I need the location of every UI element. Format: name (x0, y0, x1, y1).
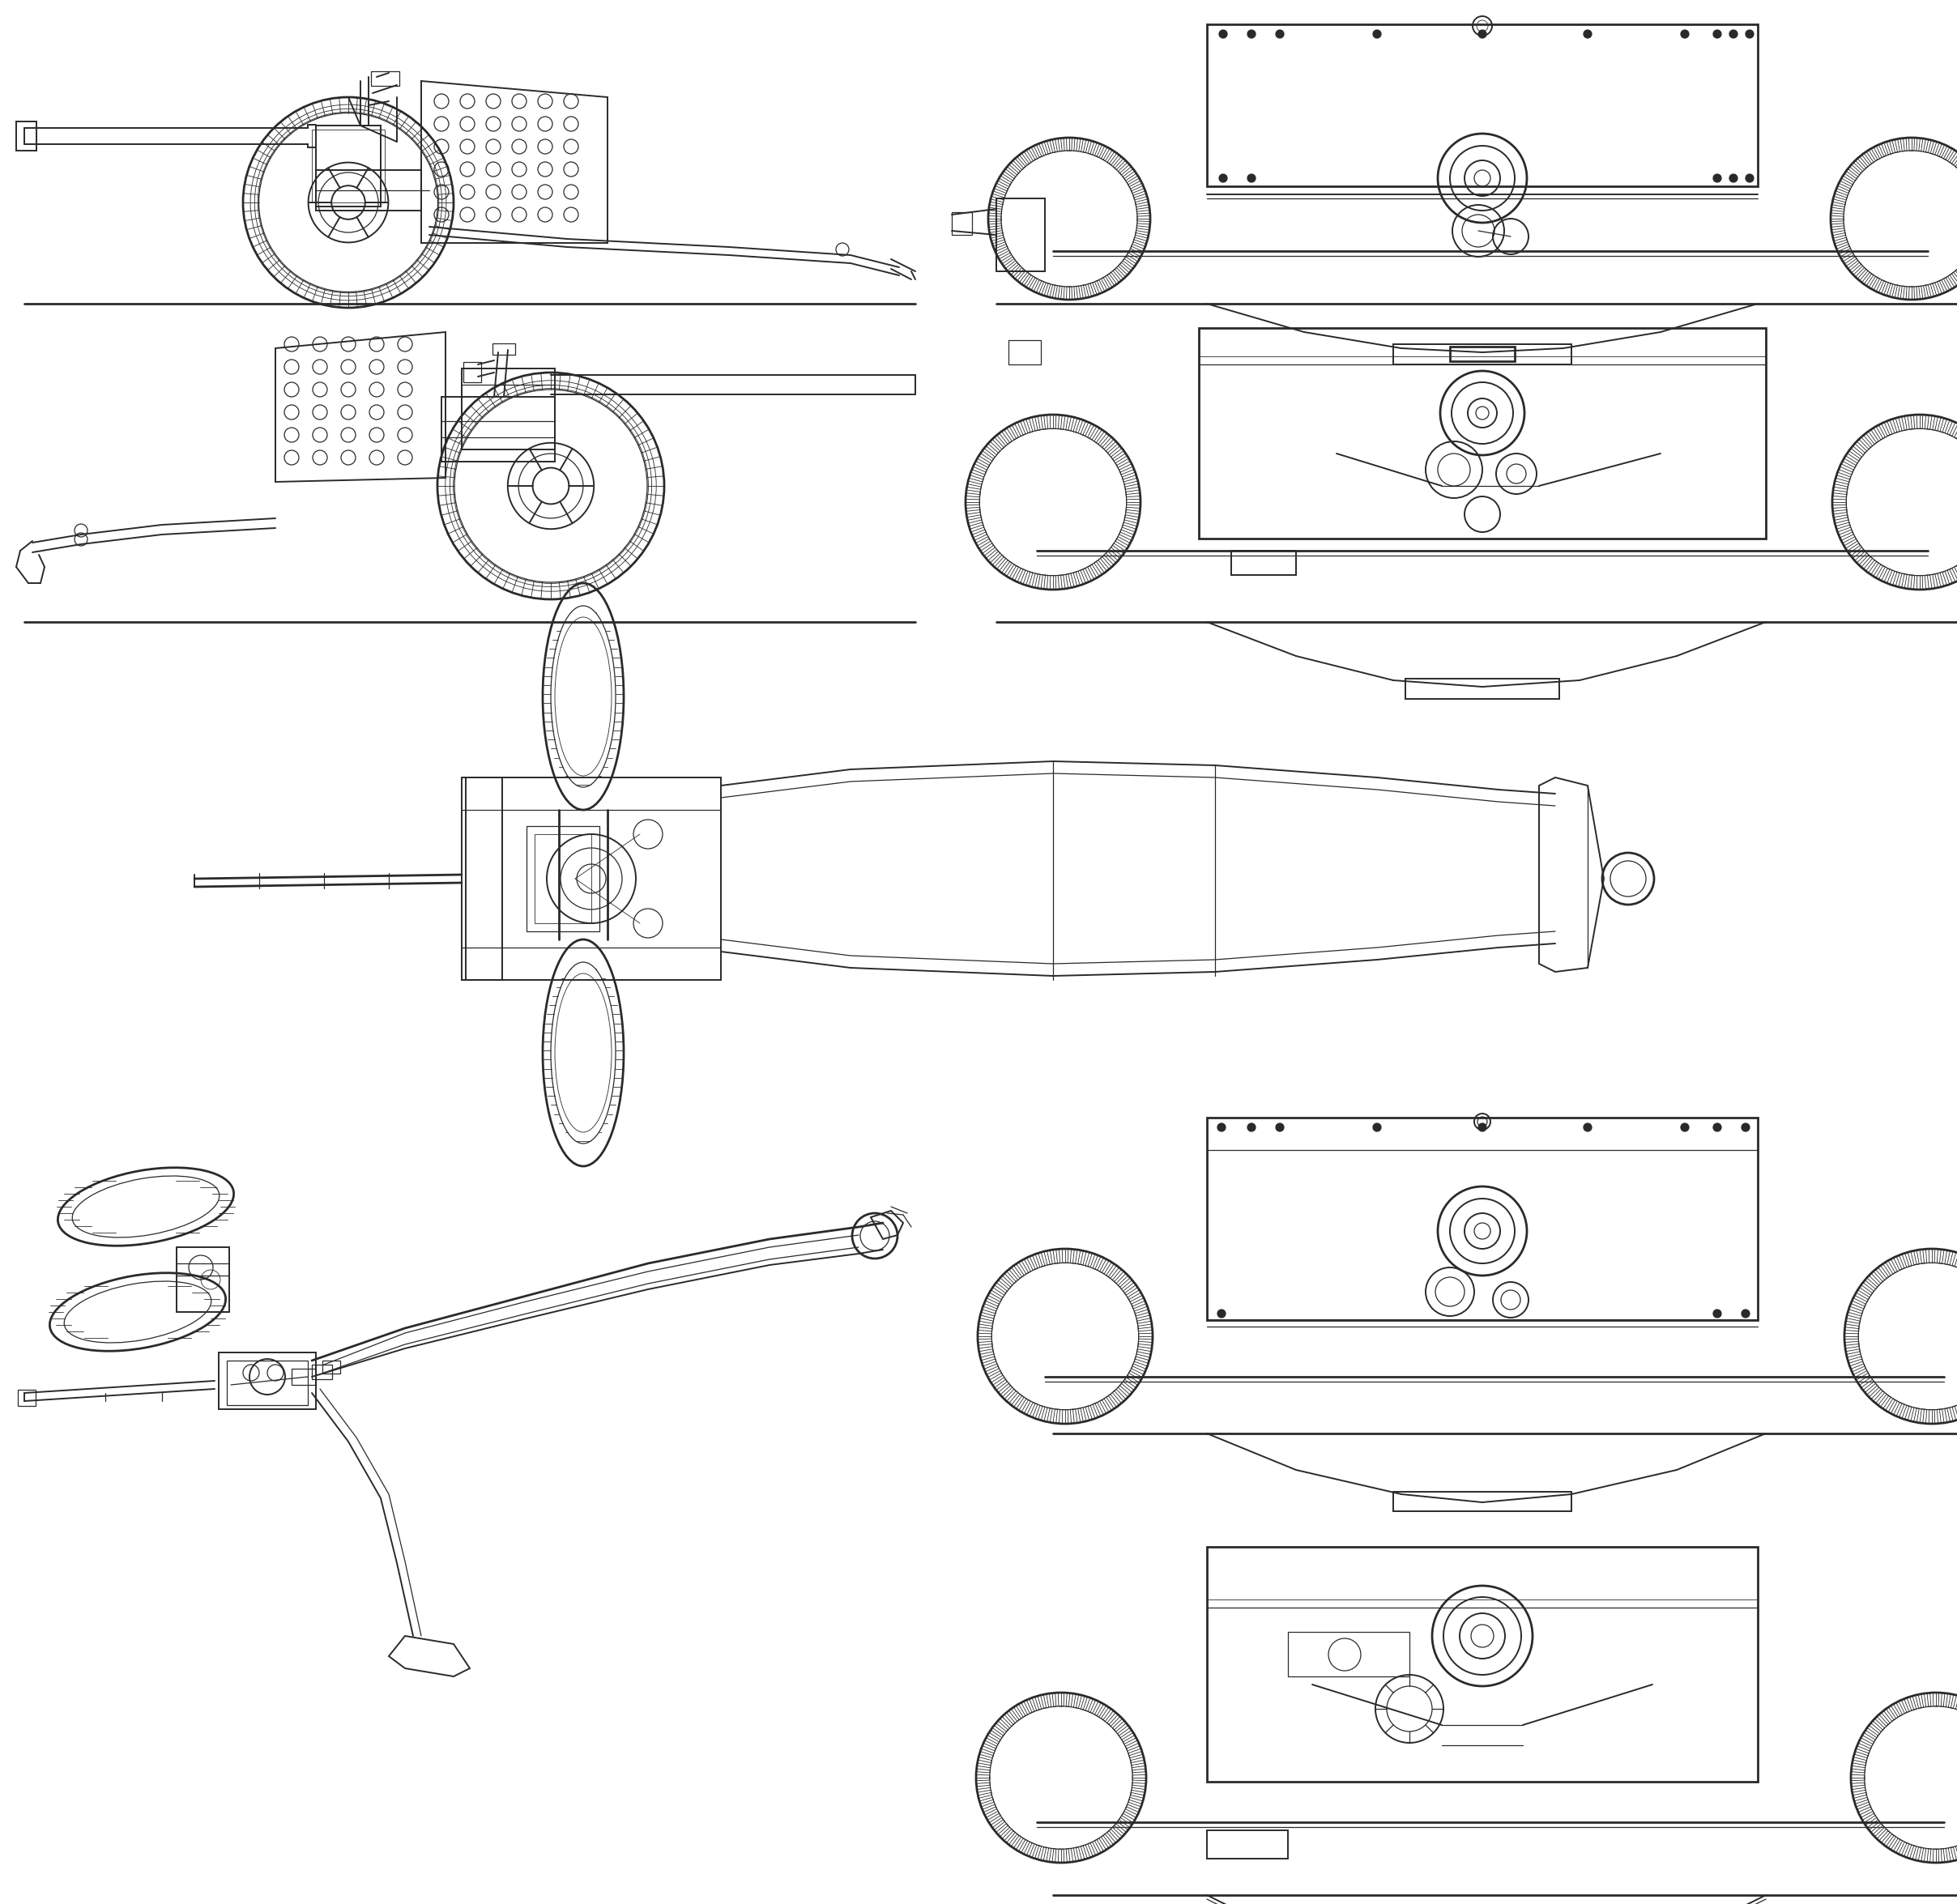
Circle shape (1217, 1310, 1225, 1318)
Bar (1207, 1830, 1288, 1858)
Bar (1450, 347, 1515, 362)
Circle shape (1712, 30, 1722, 38)
Circle shape (1742, 1310, 1750, 1318)
Circle shape (1219, 30, 1227, 38)
Bar (526, 826, 599, 931)
Bar (1393, 1491, 1571, 1512)
Bar (1200, 327, 1765, 539)
Bar (1207, 1118, 1757, 1319)
Bar (951, 211, 973, 234)
Circle shape (1730, 173, 1738, 183)
Circle shape (1247, 173, 1256, 183)
Circle shape (1247, 30, 1256, 38)
Bar (534, 834, 591, 923)
Bar (466, 777, 503, 981)
Bar (18, 1390, 35, 1405)
Circle shape (1742, 1123, 1750, 1131)
Bar (462, 369, 556, 449)
Bar (462, 777, 720, 981)
Bar (1288, 1632, 1409, 1676)
Circle shape (1276, 30, 1284, 38)
Circle shape (1217, 1123, 1225, 1131)
Circle shape (1583, 1123, 1591, 1131)
Circle shape (1583, 30, 1591, 38)
Circle shape (1712, 1123, 1722, 1131)
Circle shape (1276, 1123, 1284, 1131)
Circle shape (1247, 1123, 1256, 1131)
Bar (227, 1361, 307, 1405)
Bar (311, 129, 386, 202)
Circle shape (1746, 173, 1753, 183)
Bar (219, 1352, 315, 1409)
Bar (1008, 341, 1041, 364)
Bar (1393, 345, 1571, 364)
Bar (372, 70, 399, 86)
Circle shape (1746, 30, 1753, 38)
Circle shape (1478, 1123, 1487, 1131)
Circle shape (1374, 1123, 1382, 1131)
Bar (1207, 25, 1757, 187)
Bar (176, 1247, 229, 1312)
Circle shape (1712, 1310, 1722, 1318)
Circle shape (1374, 30, 1382, 38)
Bar (1231, 550, 1296, 575)
Circle shape (1730, 30, 1738, 38)
Circle shape (1681, 30, 1689, 38)
Bar (493, 343, 515, 354)
Bar (1405, 678, 1560, 699)
Bar (292, 1369, 315, 1384)
Circle shape (1478, 30, 1487, 38)
Bar (315, 126, 382, 206)
Bar (315, 169, 421, 211)
Bar (996, 198, 1045, 270)
Bar (464, 362, 481, 383)
Bar (16, 122, 37, 150)
Circle shape (1219, 173, 1227, 183)
Bar (311, 1365, 333, 1378)
Circle shape (1712, 173, 1722, 183)
Bar (323, 1361, 341, 1373)
Circle shape (1681, 1123, 1689, 1131)
Bar (442, 396, 556, 461)
Bar (1207, 1546, 1757, 1782)
